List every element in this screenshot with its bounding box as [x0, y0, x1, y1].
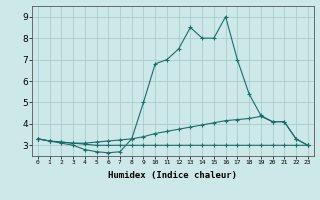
- X-axis label: Humidex (Indice chaleur): Humidex (Indice chaleur): [108, 171, 237, 180]
